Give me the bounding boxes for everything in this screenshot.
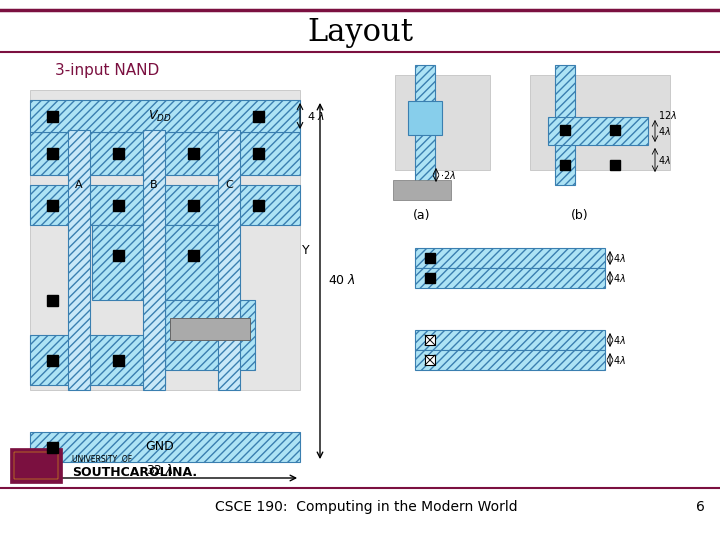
Bar bbox=[143, 130, 165, 390]
Bar bbox=[30, 100, 300, 132]
Bar bbox=[187, 249, 199, 260]
Bar bbox=[47, 147, 58, 159]
Text: 4$\lambda$: 4$\lambda$ bbox=[613, 252, 626, 264]
Text: 4$\lambda$: 4$\lambda$ bbox=[613, 272, 626, 284]
Bar bbox=[408, 101, 442, 135]
Text: 6: 6 bbox=[696, 500, 705, 514]
Bar bbox=[47, 354, 58, 366]
Bar bbox=[425, 355, 435, 365]
Bar bbox=[610, 160, 620, 170]
Text: Y: Y bbox=[302, 244, 310, 256]
Bar bbox=[253, 199, 264, 211]
Bar bbox=[560, 125, 570, 135]
Bar bbox=[112, 199, 124, 211]
Bar bbox=[415, 268, 605, 288]
Bar bbox=[560, 160, 570, 170]
Bar bbox=[30, 90, 300, 390]
Bar bbox=[530, 75, 670, 170]
Bar bbox=[30, 432, 300, 462]
Bar bbox=[112, 147, 124, 159]
Bar bbox=[30, 185, 300, 225]
Bar bbox=[415, 350, 605, 370]
Text: 4 $\lambda$: 4 $\lambda$ bbox=[307, 110, 325, 122]
Bar bbox=[548, 117, 648, 145]
Bar bbox=[253, 111, 264, 122]
Text: SOUTHCAROLINA.: SOUTHCAROLINA. bbox=[72, 467, 197, 480]
Bar bbox=[555, 65, 575, 185]
Bar bbox=[47, 111, 58, 122]
Bar bbox=[395, 75, 490, 170]
Text: $\cdot$2$\lambda$: $\cdot$2$\lambda$ bbox=[440, 169, 456, 181]
Bar bbox=[165, 225, 220, 300]
Bar bbox=[112, 249, 124, 260]
Bar bbox=[30, 335, 165, 385]
Bar bbox=[165, 300, 255, 370]
Bar bbox=[187, 199, 199, 211]
Bar bbox=[47, 199, 58, 211]
Bar bbox=[47, 442, 58, 453]
Bar bbox=[425, 335, 435, 345]
Text: 32 $\lambda$: 32 $\lambda$ bbox=[146, 463, 174, 477]
Bar bbox=[112, 354, 124, 366]
Text: $V_{DD}$: $V_{DD}$ bbox=[148, 109, 172, 124]
Bar bbox=[415, 248, 605, 268]
Bar bbox=[47, 294, 58, 306]
Text: 40 $\lambda$: 40 $\lambda$ bbox=[328, 273, 356, 287]
Text: Layout: Layout bbox=[307, 17, 413, 48]
Text: A: A bbox=[75, 180, 83, 190]
Bar bbox=[415, 65, 435, 185]
Bar bbox=[68, 130, 90, 390]
Bar bbox=[218, 130, 240, 390]
Bar bbox=[253, 147, 264, 159]
Text: B: B bbox=[150, 180, 158, 190]
Bar bbox=[393, 180, 451, 200]
Bar bbox=[92, 225, 147, 300]
Text: 4$\lambda$: 4$\lambda$ bbox=[613, 334, 626, 346]
Text: 4$\lambda$: 4$\lambda$ bbox=[658, 125, 671, 137]
Text: 4$\lambda$: 4$\lambda$ bbox=[613, 354, 626, 366]
Text: 12$\lambda$: 12$\lambda$ bbox=[658, 109, 678, 121]
Text: 4$\lambda$: 4$\lambda$ bbox=[658, 154, 671, 166]
Bar bbox=[170, 318, 250, 340]
Bar bbox=[610, 125, 620, 135]
Bar bbox=[425, 253, 435, 263]
Bar bbox=[14, 452, 58, 479]
Text: (a): (a) bbox=[413, 208, 431, 221]
Bar bbox=[425, 273, 435, 283]
Text: GND: GND bbox=[145, 441, 174, 454]
Text: UNIVERSITY  OF: UNIVERSITY OF bbox=[72, 456, 132, 464]
Text: CSCE 190:  Computing in the Modern World: CSCE 190: Computing in the Modern World bbox=[215, 500, 518, 514]
Bar bbox=[187, 147, 199, 159]
Text: C: C bbox=[225, 180, 233, 190]
Text: (b): (b) bbox=[571, 208, 589, 221]
Text: 3-input NAND: 3-input NAND bbox=[55, 63, 159, 78]
Bar bbox=[415, 330, 605, 350]
Bar bbox=[30, 132, 300, 175]
Bar bbox=[10, 448, 62, 483]
